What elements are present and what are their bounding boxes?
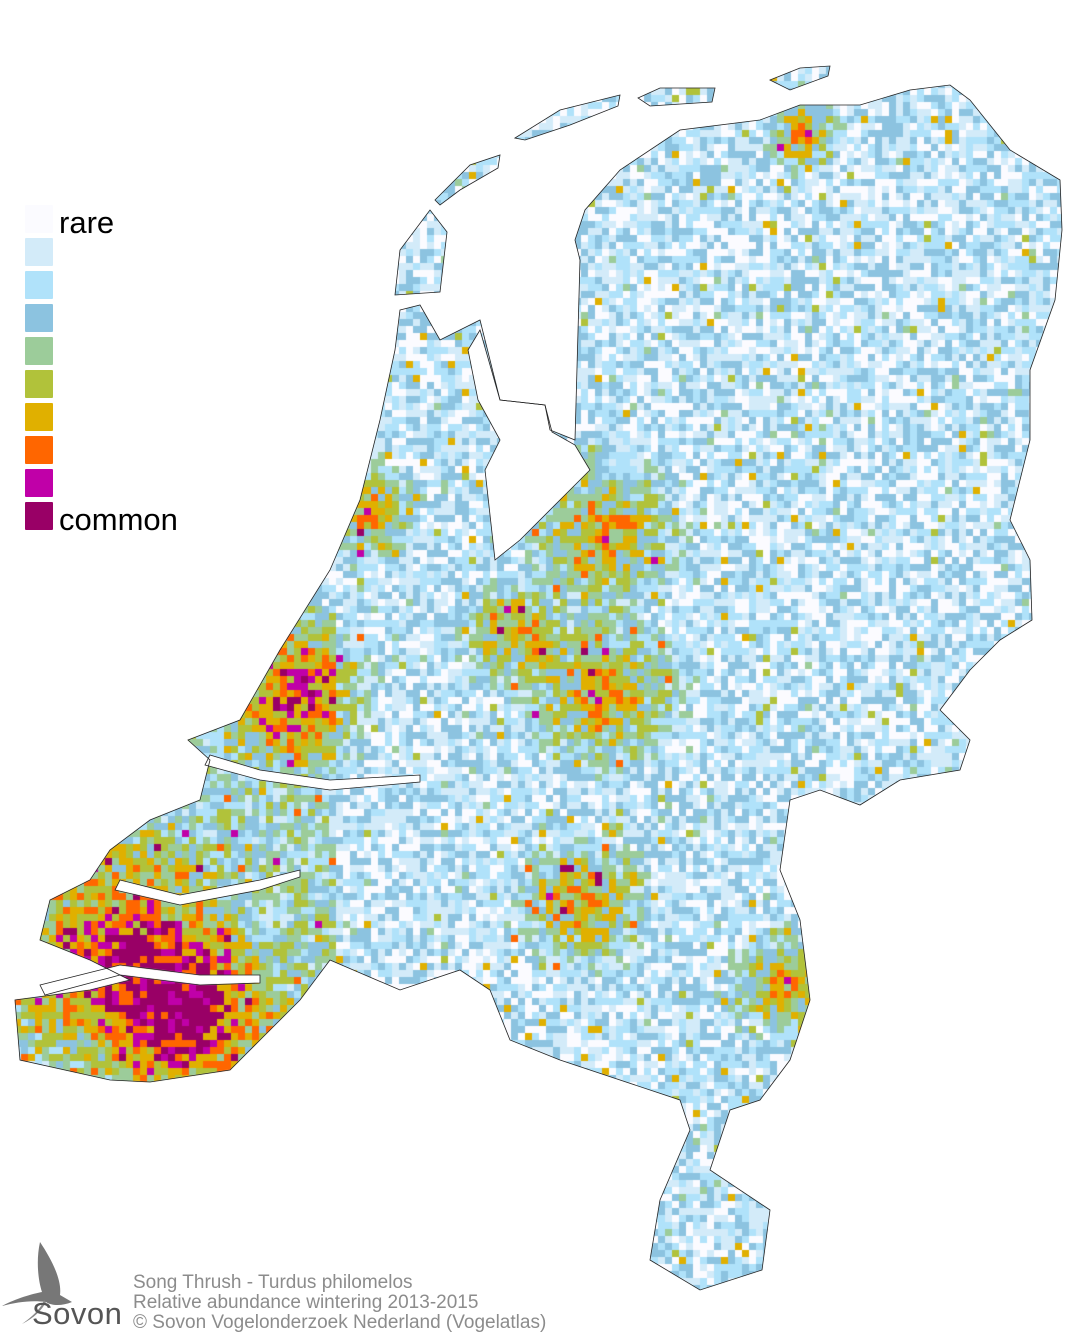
legend-swatch xyxy=(25,502,53,530)
water-outline xyxy=(114,869,301,906)
legend-swatch xyxy=(25,205,53,233)
legend-swatch xyxy=(25,238,53,266)
island-outline xyxy=(394,209,448,296)
legend-swatch xyxy=(25,337,53,365)
legend-swatch xyxy=(25,271,53,299)
sovon-logo-text: Sovon xyxy=(32,1296,123,1331)
island-outline xyxy=(434,154,501,206)
island-outline xyxy=(513,94,621,141)
island-outline xyxy=(769,65,831,91)
mainland-outline xyxy=(14,84,1063,1291)
water-outline xyxy=(39,964,261,996)
island-outline xyxy=(637,87,716,107)
legend-label-common: common xyxy=(59,502,178,537)
legend-swatch xyxy=(25,469,53,497)
water-outline xyxy=(204,754,421,791)
caption-subtitle: Relative abundance wintering 2013-2015 xyxy=(133,1292,479,1313)
legend-swatch xyxy=(25,304,53,332)
water-outline xyxy=(467,329,591,561)
legend-swatch xyxy=(25,370,53,398)
map-caption: Song Thrush - Turdus philomelos Relative… xyxy=(133,1273,546,1333)
legend-swatch xyxy=(25,403,53,431)
caption-copyright: © Sovon Vogelonderzoek Nederland (Vogela… xyxy=(133,1312,547,1333)
swallow-icon xyxy=(2,1242,72,1324)
legend-swatch xyxy=(25,436,53,464)
caption-species: Song Thrush - Turdus philomelos xyxy=(133,1272,413,1293)
legend-label-rare: rare xyxy=(59,205,115,240)
